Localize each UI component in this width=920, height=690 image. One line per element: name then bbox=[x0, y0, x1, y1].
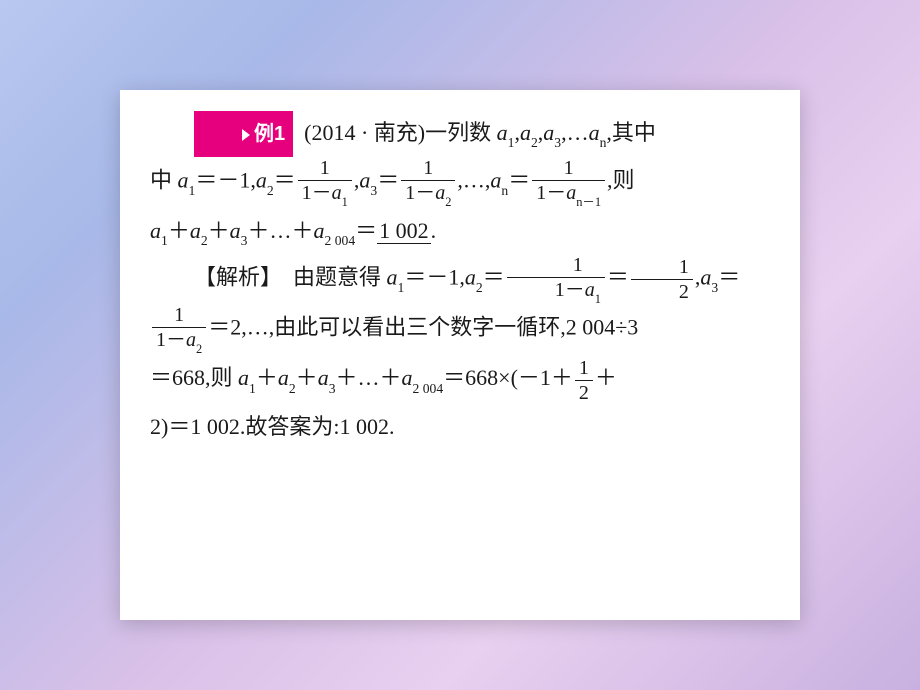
sol-t1: 由题意得 bbox=[293, 264, 387, 289]
document-page: 例1 (2014 · 南充)一列数 a1,a2,a3,…an,其中 中 a1＝－… bbox=[120, 90, 800, 620]
frac-a3: 11－a2 bbox=[401, 157, 455, 208]
solution-line3: ＝668,则 a1＋a2＋a3＋…＋a2 004＝668×(－1＋12＋ bbox=[150, 355, 770, 403]
sol-frac-half2: 12 bbox=[575, 357, 593, 404]
sol-t2: 由此可以看出三个数字一循环, bbox=[274, 315, 566, 340]
problem-line3: a1＋a2＋a3＋…＋a2 004＝1 002. bbox=[150, 208, 770, 254]
problem-line2: 中 a1＝－1,a2＝11－a1,a3＝11－a2,…,an＝11－an－1,则 bbox=[150, 157, 770, 208]
frac-a2: 11－a1 bbox=[298, 157, 352, 208]
problem-source: (2014 · 南充) bbox=[304, 120, 425, 145]
seq: a bbox=[497, 120, 508, 145]
sol-frac-a2: 11－a1 bbox=[507, 254, 605, 305]
solution-line4: 2)＝1 002.故答案为:1 002. bbox=[150, 404, 770, 450]
example-badge: 例1 bbox=[194, 111, 293, 157]
problem-paragraph: 例1 (2014 · 南充)一列数 a1,a2,a3,…an,其中 bbox=[150, 110, 770, 157]
answer-blank: 1 002 bbox=[377, 218, 431, 244]
sol-frac-half: 12 bbox=[631, 256, 693, 303]
sol-final: 故答案为:1 002. bbox=[245, 414, 394, 439]
period: . bbox=[431, 218, 437, 243]
solution-line2: 11－a2＝2,…,由此可以看出三个数字一循环,2 004÷3 bbox=[150, 304, 770, 355]
sol-frac-a3: 11－a2 bbox=[152, 304, 206, 355]
frac-an: 11－an－1 bbox=[532, 157, 605, 208]
badge-label: 例1 bbox=[254, 123, 285, 145]
stem-b: ,其中 bbox=[606, 120, 656, 145]
solution-paragraph: 【解析】 由题意得 a1＝－1,a2＝11－a1＝12,a3＝ bbox=[150, 254, 770, 305]
sol-then: 则 bbox=[211, 365, 239, 390]
stem-a: 一列数 bbox=[425, 120, 497, 145]
triangle-play-icon bbox=[242, 129, 250, 141]
solution-heading: 【解析】 bbox=[194, 264, 282, 289]
